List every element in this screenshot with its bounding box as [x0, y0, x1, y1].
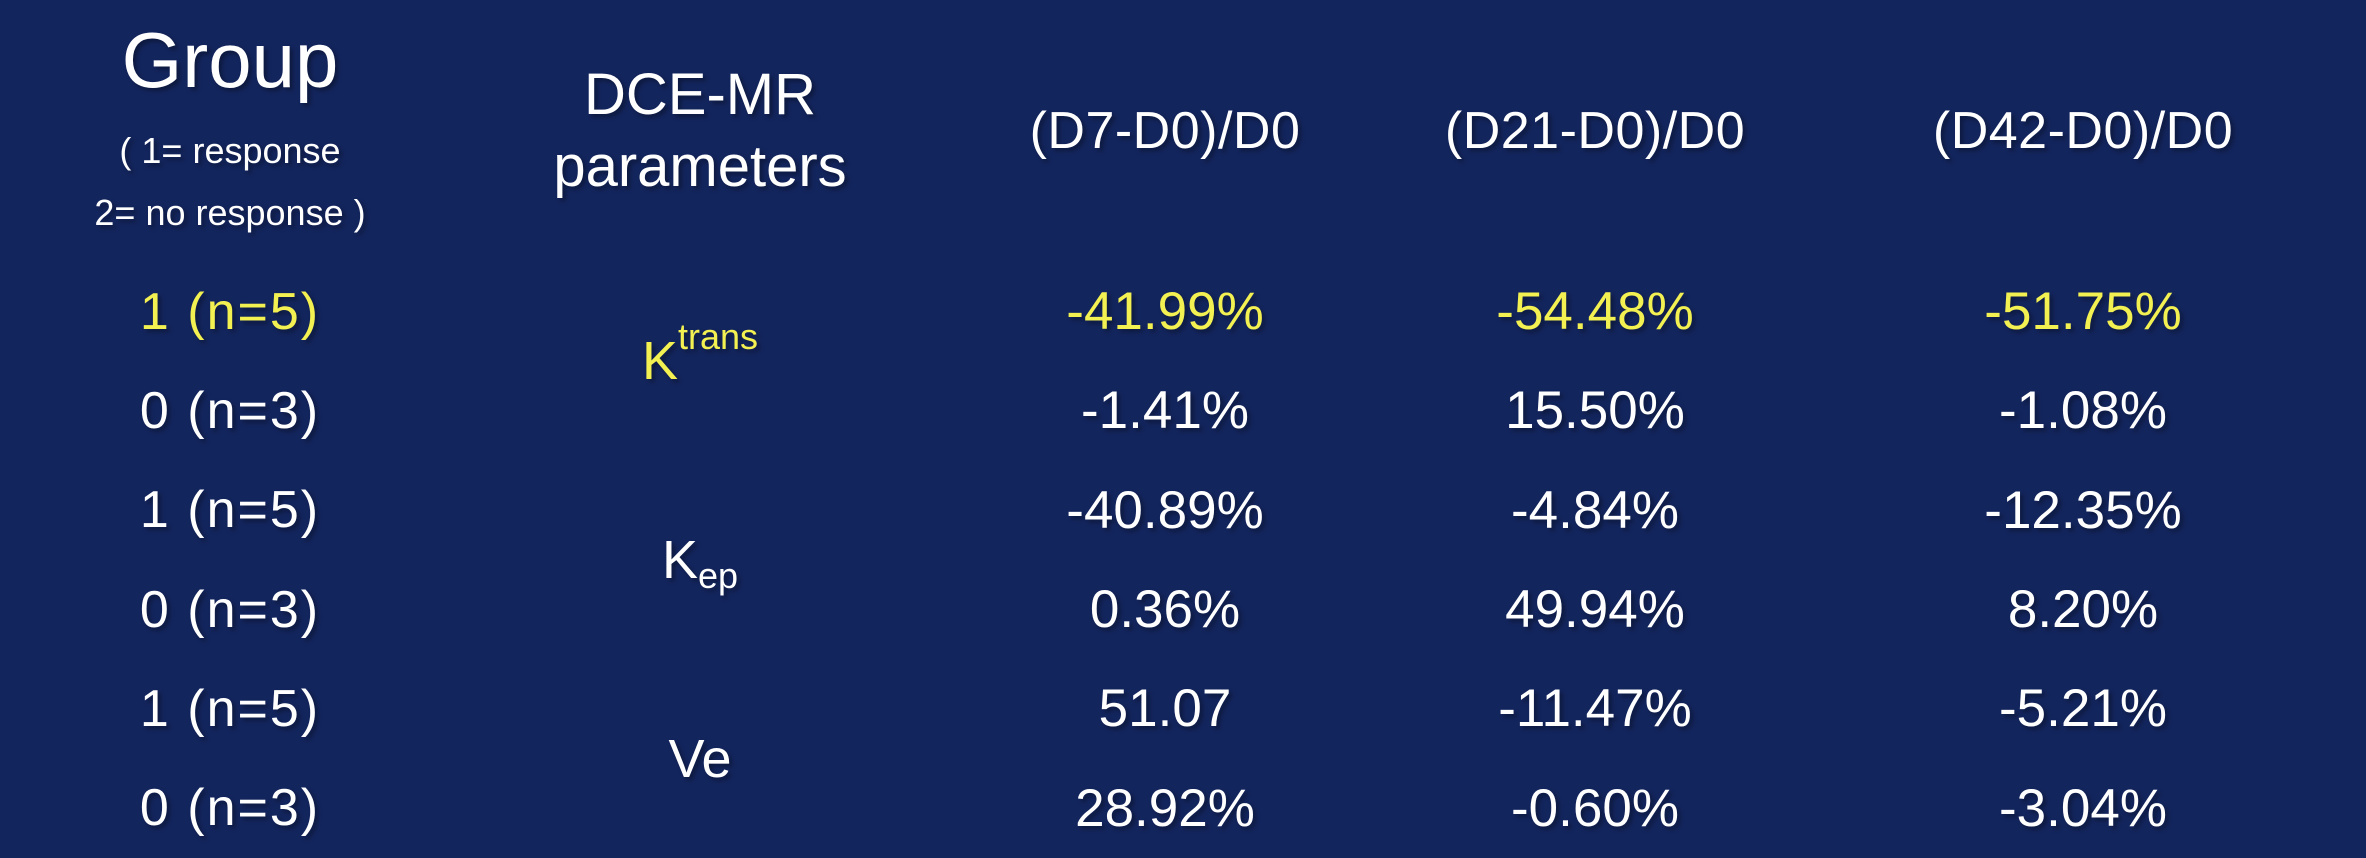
group-cell-row4: 0 (n=3)	[139, 580, 321, 639]
group-cell-row5: 1 (n=5)	[139, 679, 321, 738]
value-cell-row3-d7: -40.89%	[1066, 480, 1264, 540]
group-header-sub-line2: 2= no response )	[94, 192, 366, 233]
value-cell-row3-d42: -12.35%	[1984, 480, 2182, 540]
param-kep-subscript: ep	[697, 554, 739, 596]
value-cell-row3-d21: -4.84%	[1511, 480, 1679, 540]
param-ktrans-superscript: trans	[677, 316, 759, 358]
value-cell-row6-d21: -0.60%	[1511, 778, 1679, 838]
value-cell-row2-d42: -1.08%	[1999, 381, 2167, 441]
group-cell-row1: 1 (n=5)	[139, 282, 321, 341]
value-cell-row4-d21: 49.94%	[1505, 580, 1685, 640]
column-header-d21: (D21-D0)/D0	[1444, 102, 1746, 160]
value-cell-row4-d7: 0.36%	[1089, 580, 1241, 640]
group-header-title: Group	[121, 16, 339, 105]
group-column-header: Group ( 1= response 2= no response )	[0, 0, 460, 262]
value-cell-row5-d42: -5.21%	[1999, 679, 2167, 739]
value-cell-row1-d42: -51.75%	[1984, 282, 2182, 342]
value-cell-row4-d42: 8.20%	[2007, 580, 2159, 640]
param-ve-base: Ve	[668, 728, 732, 789]
value-cell-row5-d21: -11.47%	[1498, 679, 1692, 739]
value-cell-row5-d7: 51.07	[1098, 679, 1232, 739]
param-kep-base: K	[661, 529, 698, 590]
value-cell-row2-d21: 15.50%	[1505, 381, 1685, 441]
column-header-d7: (D7-D0)/D0	[1029, 102, 1301, 160]
param-ktrans-base: K	[641, 331, 678, 392]
value-cell-row6-d42: -3.04%	[1999, 778, 2167, 838]
group-header-sub-line1: ( 1= response	[119, 130, 341, 172]
group-cell-row2: 0 (n=3)	[139, 381, 321, 440]
param-ve: Ve	[460, 659, 940, 858]
parameters-column-header: DCE-MR parameters	[460, 0, 940, 262]
value-cell-row6-d7: 28.92%	[1075, 778, 1255, 838]
group-cell-row3: 1 (n=5)	[139, 481, 321, 540]
group-cell-row6: 0 (n=3)	[139, 779, 321, 838]
value-cell-row1-d21: -54.48%	[1496, 282, 1694, 342]
value-cell-row1-d7: -41.99%	[1066, 282, 1264, 342]
value-cell-row2-d7: -1.41%	[1081, 381, 1249, 441]
parameters-header-line2: parameters	[553, 134, 847, 199]
parameters-header-line1: DCE-MR	[584, 61, 816, 127]
column-header-d42: (D42-D0)/D0	[1932, 102, 2234, 160]
